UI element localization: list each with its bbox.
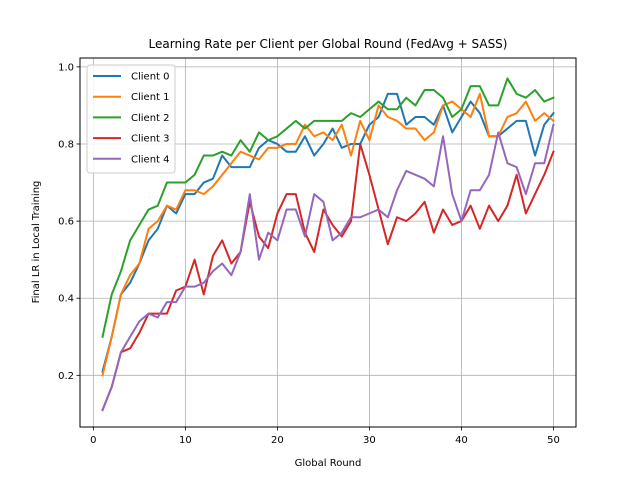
y-tick-label: 0.6 [58,217,74,228]
chart-title: Learning Rate per Client per Global Roun… [149,37,508,51]
series-line-client-4 [101,123,555,412]
legend-label-client-3: Client 3 [131,134,170,145]
plot-frame [79,57,577,428]
x-axis-ticks: 0 10 20 30 40 50 [90,427,560,446]
series-lines [101,77,555,412]
y-tick-label: 0.8 [58,139,74,150]
legend-label-client-2: Client 2 [131,113,170,124]
legend-label-client-1: Client 1 [131,92,170,103]
y-axis-label: Final LR in Local Training [31,181,42,304]
x-tick-label: 30 [363,435,376,446]
x-axis-label: Global Round [295,458,362,469]
y-axis-ticks: 0.2 0.4 0.6 0.8 1.0 [58,62,80,382]
y-tick-label: 0.2 [58,371,74,382]
grid [80,58,576,427]
series-line-client-2 [101,77,555,338]
x-tick-label: 10 [179,435,192,446]
legend-label-client-4: Client 4 [131,154,170,165]
legend-box [86,64,176,174]
legend-label-client-0: Client 0 [131,72,170,83]
y-tick-label: 1.0 [58,62,74,73]
x-tick-label: 40 [455,435,468,446]
x-tick-label: 0 [90,435,96,446]
y-tick-label: 0.4 [58,294,74,305]
x-tick-label: 50 [547,435,560,446]
x-tick-label: 20 [271,435,284,446]
series-line-client-1 [101,92,555,377]
legend: Client 0 Client 1 Client 2 Client 3 Client 4 [86,64,176,174]
